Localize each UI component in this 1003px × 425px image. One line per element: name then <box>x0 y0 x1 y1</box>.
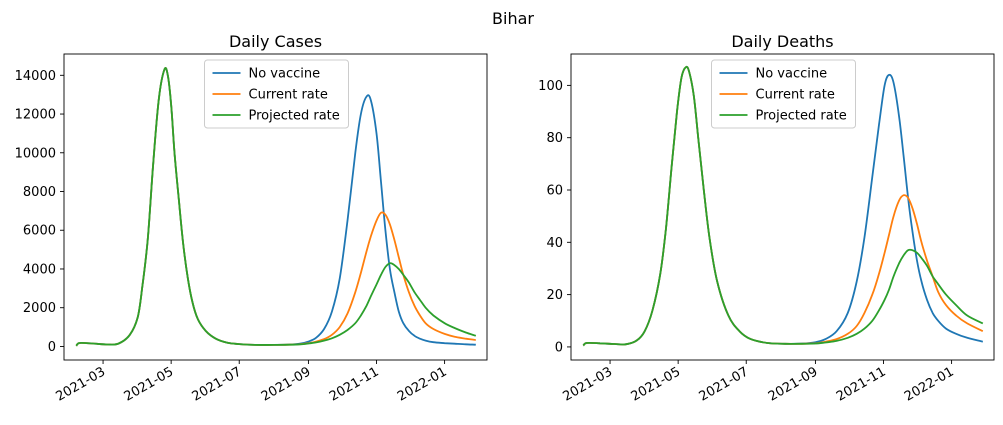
x-tick-label: 2021-07 <box>697 364 752 404</box>
series-line-projected-rate <box>75 67 477 347</box>
y-tick-label: 10000 <box>15 146 56 161</box>
x-tick-label: 2021-05 <box>122 364 177 404</box>
chart-title: Daily Cases <box>229 32 322 51</box>
legend-label-projected-rate: Projected rate <box>249 109 340 124</box>
x-tick-label: 2021-07 <box>190 364 245 404</box>
legend-label-no-vaccine: No vaccine <box>756 67 828 82</box>
daily-cases-chart: Daily Cases 0 2000 4000 6000 8000 10000 12000 14… <box>15 32 488 405</box>
series-line-projected-rate <box>582 65 984 347</box>
x-tick-label: 2021-09 <box>259 364 314 404</box>
y-tick-label: 14000 <box>15 69 56 84</box>
y-tick-label: 12000 <box>15 108 56 123</box>
x-tick-label: 2022-01 <box>395 364 450 404</box>
y-tick-label: 0 <box>555 340 563 355</box>
y-tick-label: 8000 <box>23 185 56 200</box>
y-tick-label: 0 <box>48 340 56 355</box>
y-tick-label: 40 <box>546 236 563 251</box>
y-tick-label: 80 <box>546 131 563 146</box>
legend: No vaccine Current rate Projected rate <box>711 59 856 129</box>
plot-frame <box>63 53 488 361</box>
daily-deaths-chart: Daily Deaths 0 20 40 60 80 100 2021-03 2021-05 20… <box>538 32 995 405</box>
legend-label-current-rate: Current rate <box>756 88 835 103</box>
plot-frame <box>570 53 995 361</box>
x-tick-label: 2021-03 <box>54 364 109 404</box>
y-tick-label: 4000 <box>23 262 56 277</box>
x-tick-label: 2021-11 <box>834 364 889 404</box>
legend: No vaccine Current rate Projected rate <box>204 59 349 129</box>
legend-label-projected-rate: Projected rate <box>756 109 847 124</box>
y-tick-label: 2000 <box>23 301 56 316</box>
chart-title: Daily Deaths <box>731 32 833 51</box>
y-tick-label: 60 <box>546 184 563 199</box>
legend-label-current-rate: Current rate <box>249 88 328 103</box>
x-tick-label: 2021-09 <box>766 364 821 404</box>
series-group <box>75 67 477 347</box>
series-group <box>582 65 984 347</box>
figure-title: Bihar <box>492 9 534 28</box>
y-tick-label: 100 <box>538 79 563 94</box>
x-tick-label: 2021-03 <box>561 364 616 404</box>
x-tick-label: 2022-01 <box>902 364 957 404</box>
y-tick-label: 20 <box>546 288 563 303</box>
legend-box <box>711 59 856 129</box>
legend-box <box>204 59 349 129</box>
y-tick-label: 6000 <box>23 224 56 239</box>
x-tick-label: 2021-11 <box>327 364 382 404</box>
legend-label-no-vaccine: No vaccine <box>249 67 321 82</box>
x-tick-label: 2021-05 <box>629 364 684 404</box>
